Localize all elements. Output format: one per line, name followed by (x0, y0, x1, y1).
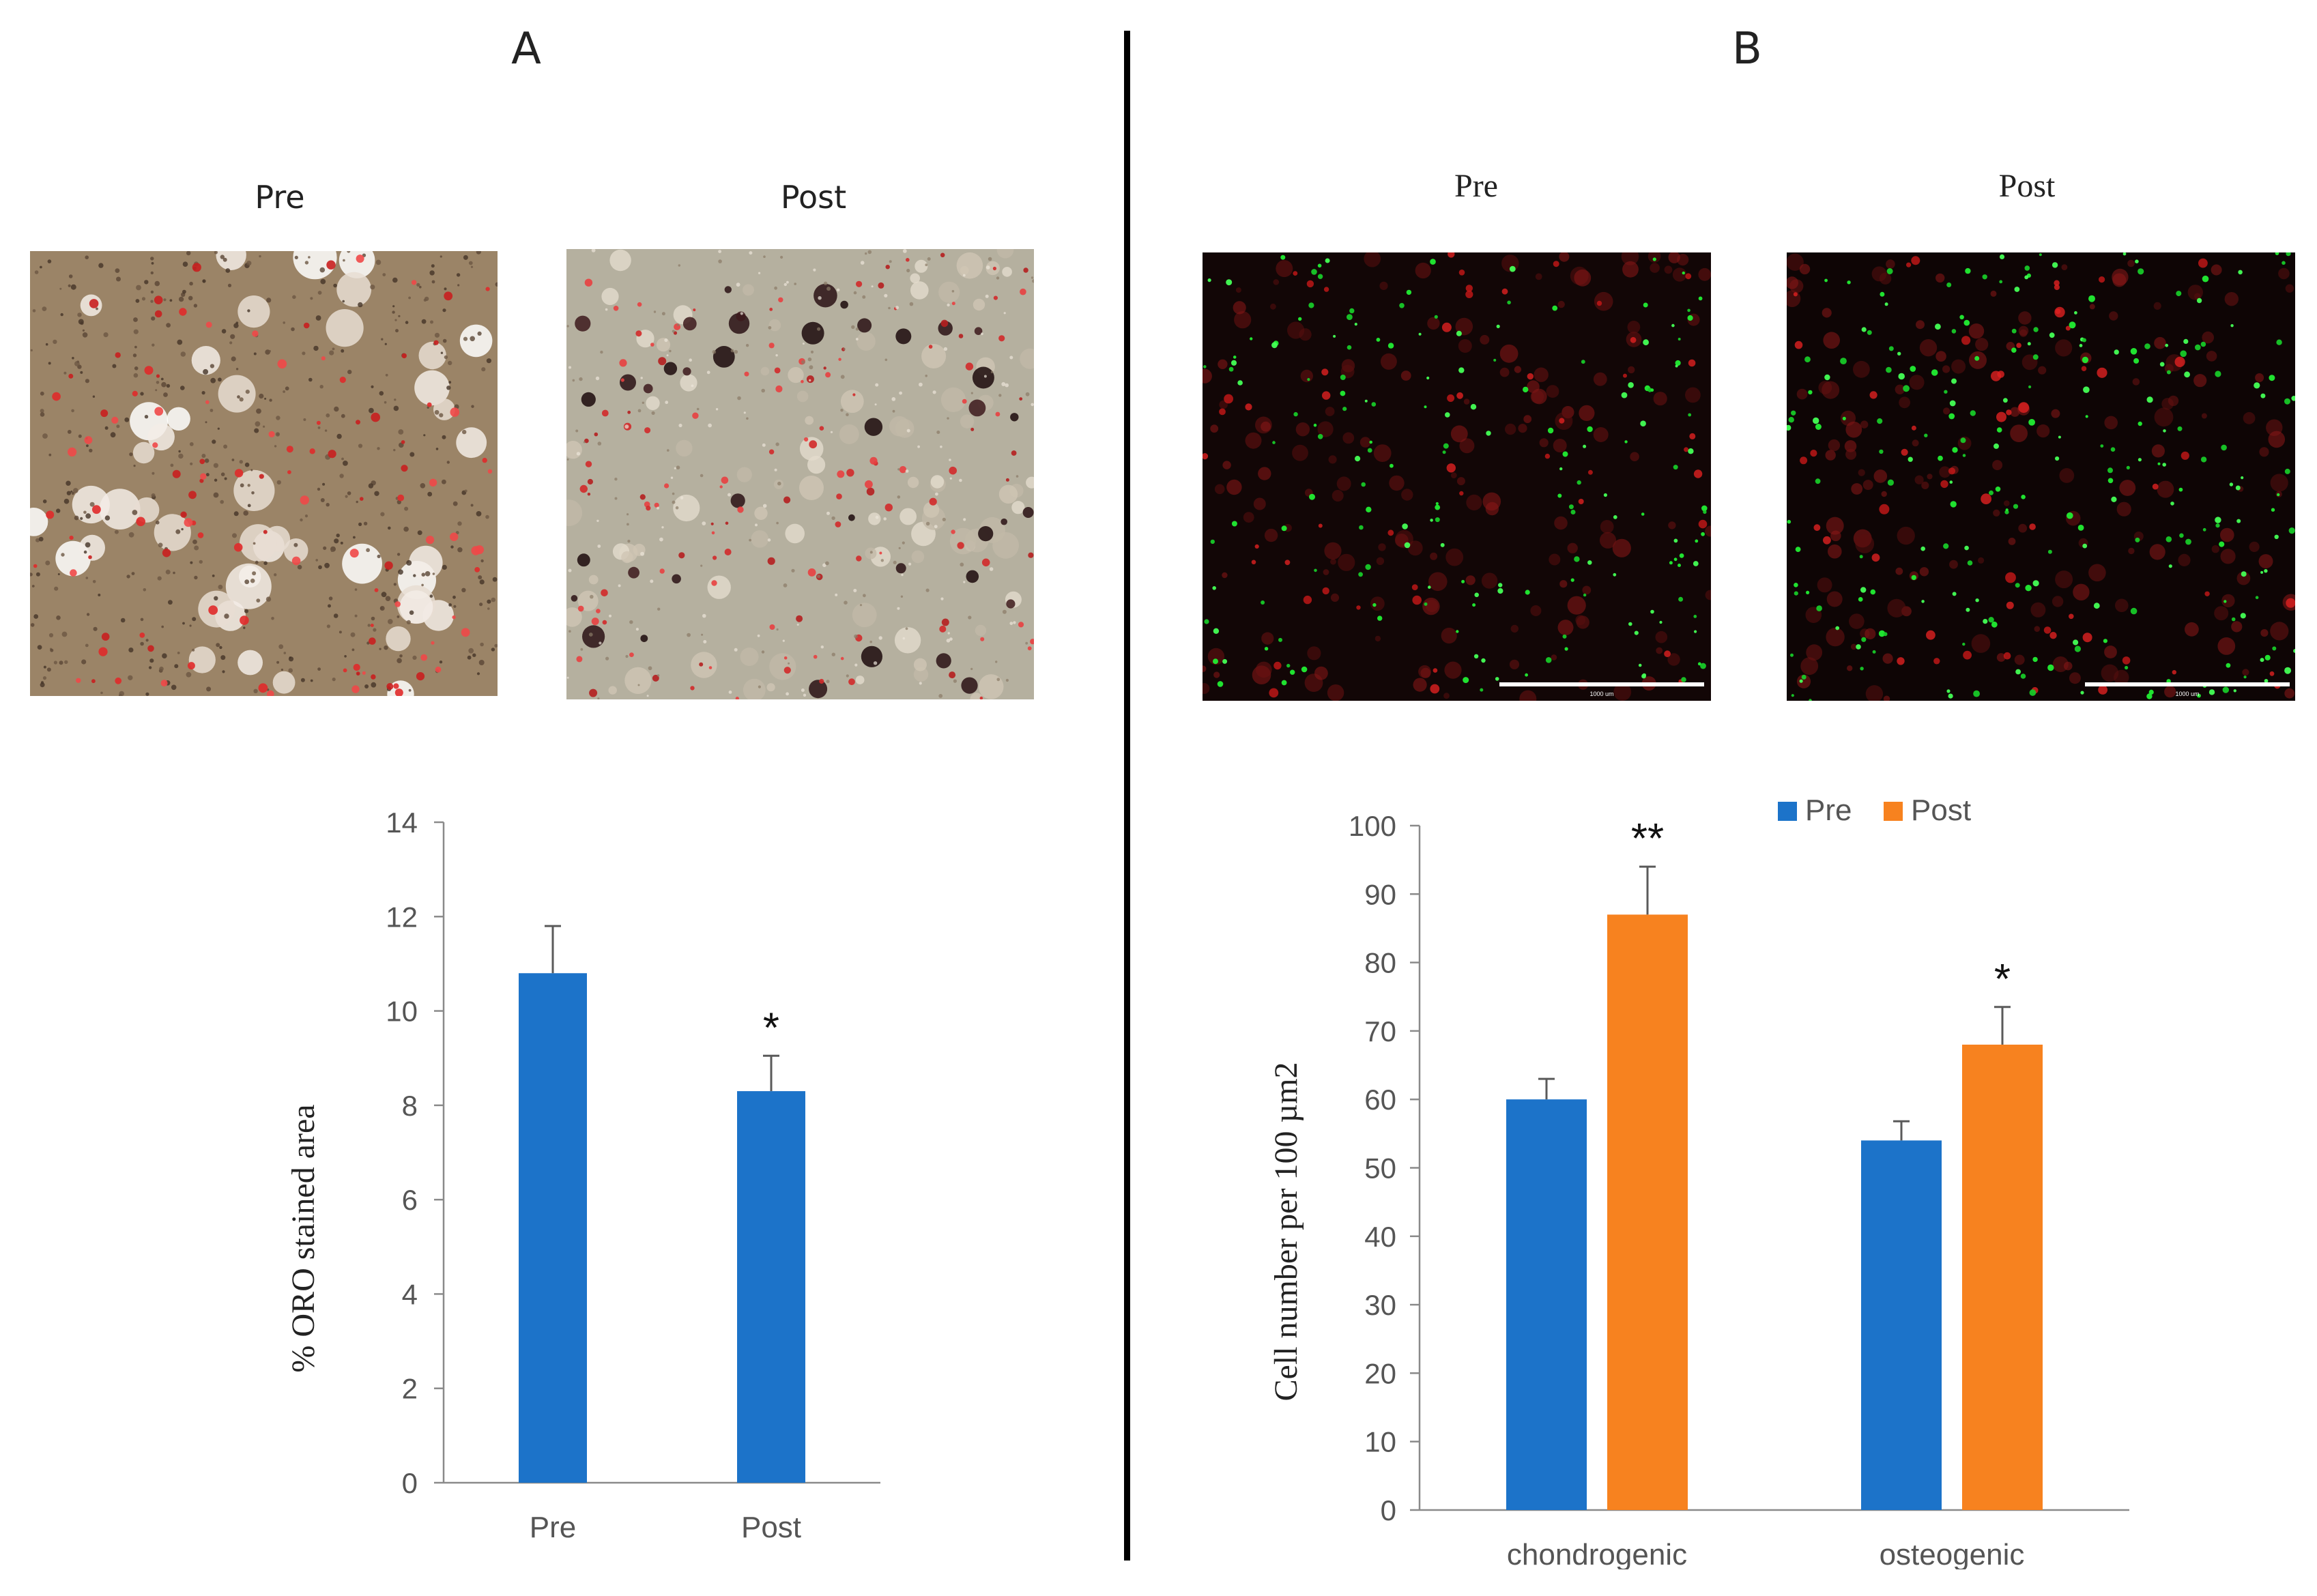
fluorescence-micrograph-post: 1000 um (1787, 252, 2295, 701)
bar (1861, 1140, 1942, 1510)
y-tick-label: 70 (1364, 1015, 1396, 1047)
cell-number-chart: Cell number per 100 µm2 Pre Post 0 10 20 30 4… (1268, 794, 2129, 1569)
x-tick-label: osteogenic (1880, 1538, 2025, 1569)
y-tick-label: 2 (402, 1373, 418, 1405)
panel-divider (1124, 31, 1130, 1561)
bar (519, 973, 587, 1483)
oro-staining-micrograph-pre (30, 251, 498, 696)
oro-staining-micrograph-post (566, 249, 1034, 699)
y-axis-label: % ORO stained area (285, 1104, 321, 1372)
y-tick-label: 60 (1364, 1084, 1396, 1116)
x-tick-label: chondrogenic (1507, 1538, 1687, 1569)
legend-label: Post (1911, 794, 1971, 827)
y-tick-label: 10 (1364, 1426, 1396, 1458)
significance-marker: * (1994, 956, 2011, 1003)
y-tick-label: 12 (386, 901, 418, 933)
legend-swatch (1884, 802, 1903, 821)
bar (1962, 1044, 2043, 1510)
legend-swatch (1778, 802, 1797, 821)
y-tick-label: 10 (386, 996, 418, 1028)
bar (1607, 914, 1688, 1510)
y-tick-label: 80 (1364, 947, 1396, 979)
bar (737, 1091, 805, 1483)
panel-b-label-pre: Pre (1454, 168, 1498, 204)
y-tick-label: 0 (402, 1467, 418, 1499)
legend-label: Pre (1805, 794, 1852, 827)
bar (1506, 1099, 1587, 1510)
y-tick-label: 0 (1381, 1494, 1396, 1526)
y-tick-label: 20 (1364, 1357, 1396, 1389)
y-tick-label: 40 (1364, 1221, 1396, 1253)
significance-marker: * (763, 1004, 779, 1051)
significance-marker: ** (1631, 815, 1664, 862)
panel-b-letter: B (1732, 24, 1762, 74)
panel-a-label-post: Post (780, 179, 847, 216)
y-tick-label: 6 (402, 1184, 418, 1216)
y-tick-label: 90 (1364, 878, 1396, 910)
y-axis-label: Cell number per 100 µm2 (1268, 1062, 1304, 1402)
x-tick-label: Pre (530, 1511, 576, 1544)
y-tick-label: 50 (1364, 1152, 1396, 1185)
scale-bar (1499, 682, 1704, 686)
panel-a-letter: A (511, 24, 541, 74)
scale-bar-text: 1000 um (2175, 691, 2199, 697)
fluorescence-micrograph-pre: 1000 um (1203, 252, 1711, 701)
y-tick-label: 14 (386, 807, 418, 839)
scale-bar (2085, 682, 2290, 686)
y-tick-label: 8 (402, 1090, 418, 1122)
panel-b-label-post: Post (1998, 168, 2056, 204)
y-tick-label: 30 (1364, 1289, 1396, 1321)
panel-a-label-pre: Pre (255, 179, 305, 216)
oro-area-chart: % ORO stained area 0 2 4 6 8 10 12 14 Pre Post * (285, 807, 880, 1544)
x-tick-label: Post (741, 1511, 801, 1544)
y-tick-label: 100 (1349, 810, 1396, 842)
y-tick-label: 4 (402, 1278, 418, 1310)
scale-bar-text: 1000 um (1589, 691, 1613, 697)
